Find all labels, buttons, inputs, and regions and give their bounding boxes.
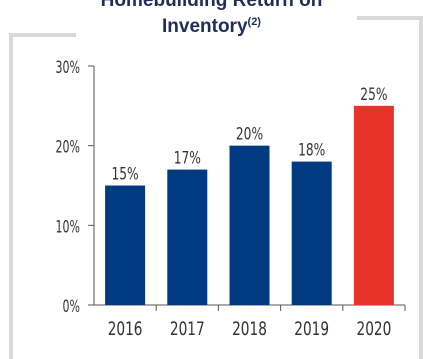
data-label: 25% bbox=[360, 85, 387, 105]
data-label: 18% bbox=[298, 141, 325, 161]
data-labels-group: 15% 17% 20% 18% 25% bbox=[112, 85, 388, 184]
x-tick-label: 2016 bbox=[108, 318, 143, 340]
y-tick-label: 10% bbox=[56, 217, 80, 237]
data-label: 17% bbox=[174, 149, 201, 169]
chart-title-line2: Inventory(2) bbox=[0, 14, 423, 40]
y-tick-label: 20% bbox=[56, 138, 80, 158]
chart-title-footnote: (2) bbox=[247, 16, 261, 28]
x-tick-label: 2020 bbox=[356, 318, 391, 340]
bar bbox=[167, 169, 208, 305]
data-label: 15% bbox=[112, 165, 139, 185]
bar bbox=[229, 145, 270, 305]
y-axis-ticks: 0% 10% 20% 30% bbox=[56, 58, 94, 317]
y-tick-label: 30% bbox=[56, 58, 80, 78]
x-tick-label: 2018 bbox=[232, 318, 267, 340]
chart-title: Homebuilding Return on Inventory(2) bbox=[0, 0, 423, 40]
x-axis-ticks: 2016 2017 2018 2019 2020 bbox=[108, 305, 406, 340]
chart-title-line2-text: Inventory bbox=[162, 16, 248, 37]
bar bbox=[291, 161, 332, 305]
chart-title-line1: Homebuilding Return on bbox=[100, 0, 323, 11]
bar bbox=[353, 105, 394, 305]
x-tick-label: 2019 bbox=[294, 318, 329, 340]
bars-group bbox=[105, 105, 394, 305]
bar bbox=[105, 185, 146, 305]
y-tick-label: 0% bbox=[63, 297, 80, 317]
x-tick-label: 2017 bbox=[170, 318, 205, 340]
data-label: 20% bbox=[236, 125, 263, 145]
